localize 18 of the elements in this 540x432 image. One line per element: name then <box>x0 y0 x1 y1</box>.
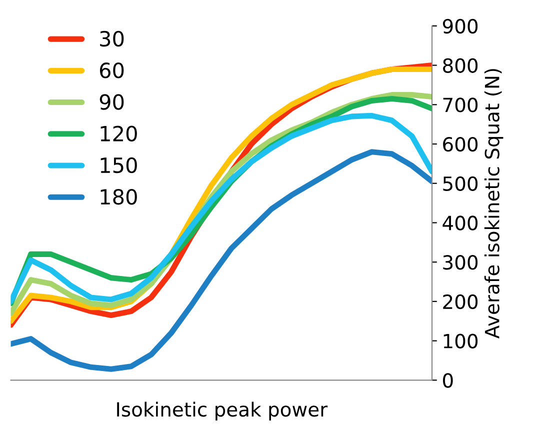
y-tick-label: 700 <box>443 98 478 112</box>
legend-label: 120 <box>100 126 137 142</box>
y-tick-label: 600 <box>443 136 478 152</box>
legend-label: 90 <box>100 94 124 110</box>
x-axis-title: Isokinetic peak power <box>117 402 328 421</box>
legend-label: 60 <box>100 62 124 78</box>
y-tick-label: 200 <box>443 294 478 310</box>
legend-label: 180 <box>100 188 137 205</box>
y-tick-label: 0 <box>443 373 453 388</box>
y-tick-label: 500 <box>443 176 478 192</box>
y-tick-label: 300 <box>443 255 478 270</box>
legend-label: 30 <box>100 30 124 47</box>
y-tick-label: 400 <box>442 216 478 230</box>
y-tick-label: 900 <box>442 18 478 34</box>
y-tick-label: 100 <box>444 334 478 348</box>
y-tick-label: 800 <box>443 58 478 73</box>
legend-label: 150 <box>100 157 137 174</box>
y-axis-title: Averafe isokinetic Squat (N) <box>484 69 504 339</box>
